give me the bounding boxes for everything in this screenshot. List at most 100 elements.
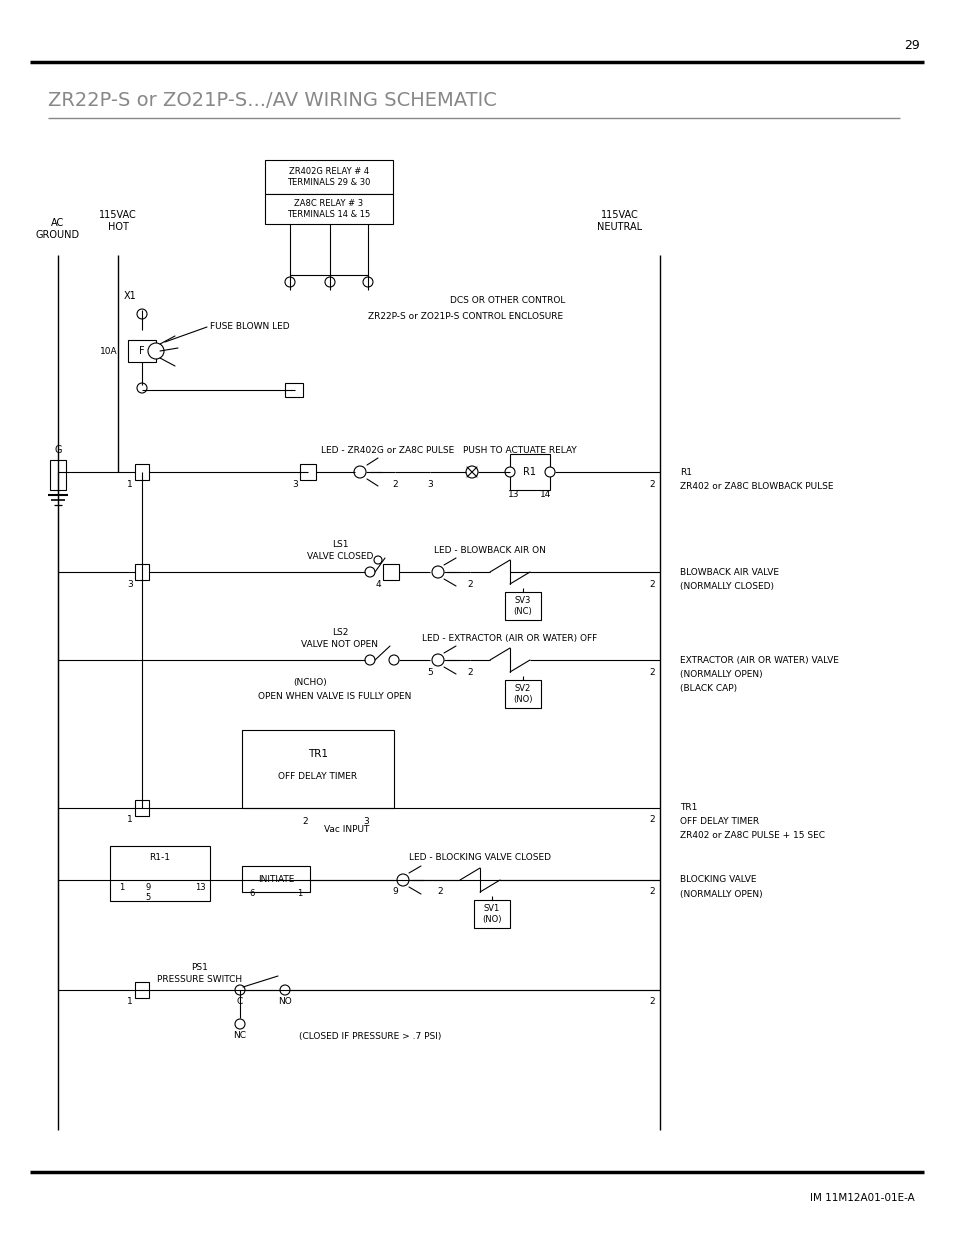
Text: 2: 2 (467, 667, 473, 677)
Text: F: F (139, 346, 145, 356)
Text: 2: 2 (302, 818, 308, 826)
Text: 4: 4 (375, 579, 380, 589)
Text: ZR402 or ZA8C PULSE + 15 SEC: ZR402 or ZA8C PULSE + 15 SEC (679, 831, 824, 841)
Text: 13: 13 (194, 883, 205, 893)
Text: NC: NC (233, 1031, 246, 1041)
Text: IM 11M12A01-01E-A: IM 11M12A01-01E-A (809, 1193, 914, 1203)
Text: BLOCKING VALVE: BLOCKING VALVE (679, 876, 756, 884)
Text: 6: 6 (249, 889, 254, 899)
Circle shape (504, 467, 515, 477)
Text: SV3
(NC): SV3 (NC) (513, 597, 532, 616)
Text: 14: 14 (539, 489, 551, 499)
Text: ZR402G RELAY # 4
TERMINALS 29 & 30: ZR402G RELAY # 4 TERMINALS 29 & 30 (287, 167, 371, 186)
Text: PUSH TO ACTUATE RELAY: PUSH TO ACTUATE RELAY (462, 446, 577, 454)
Text: 3: 3 (363, 818, 369, 826)
Text: ZR22P-S or ZO21P-S.../AV WIRING SCHEMATIC: ZR22P-S or ZO21P-S.../AV WIRING SCHEMATI… (48, 90, 497, 110)
Text: Vac INPUT: Vac INPUT (324, 825, 369, 835)
Circle shape (432, 566, 443, 578)
Text: ZR22P-S or ZO21P-S CONTROL ENCLOSURE: ZR22P-S or ZO21P-S CONTROL ENCLOSURE (368, 311, 562, 321)
Text: LS2: LS2 (332, 627, 348, 636)
Bar (265, 161, 393, 194)
Circle shape (374, 556, 381, 564)
Bar (242, 730, 394, 808)
Text: 5: 5 (427, 667, 433, 677)
Text: 1: 1 (119, 883, 125, 893)
Bar (504, 592, 540, 620)
Text: DCS OR OTHER CONTROL: DCS OR OTHER CONTROL (450, 295, 565, 305)
Text: BLOWBACK AIR VALVE: BLOWBACK AIR VALVE (679, 568, 779, 577)
Text: R1: R1 (679, 468, 691, 477)
Circle shape (285, 277, 294, 287)
Text: R1-1: R1-1 (150, 853, 171, 862)
Text: (NORMALLY OPEN): (NORMALLY OPEN) (679, 889, 761, 899)
Text: LS1: LS1 (332, 540, 348, 548)
Circle shape (280, 986, 290, 995)
Bar (474, 900, 510, 927)
Text: PS1: PS1 (192, 963, 208, 972)
Circle shape (354, 466, 366, 478)
Text: LED - ZR402G or ZA8C PULSE: LED - ZR402G or ZA8C PULSE (321, 446, 455, 454)
Text: SV1
(NO): SV1 (NO) (482, 904, 501, 924)
Text: OPEN WHEN VALVE IS FULLY OPEN: OPEN WHEN VALVE IS FULLY OPEN (258, 692, 412, 700)
Text: 1: 1 (297, 889, 302, 899)
Circle shape (365, 655, 375, 664)
Text: R1: R1 (523, 467, 536, 477)
Bar (265, 194, 393, 224)
Circle shape (325, 277, 335, 287)
Text: LED - BLOWBACK AIR ON: LED - BLOWBACK AIR ON (434, 546, 545, 555)
Text: 1: 1 (127, 815, 132, 825)
Circle shape (137, 309, 147, 319)
Text: OFF DELAY TIMER: OFF DELAY TIMER (679, 818, 759, 826)
Text: X1: X1 (124, 291, 136, 301)
Text: (BLACK CAP): (BLACK CAP) (679, 683, 737, 693)
Circle shape (137, 383, 147, 393)
Circle shape (363, 277, 373, 287)
Text: 3: 3 (292, 479, 297, 489)
Text: EXTRACTOR (AIR OR WATER) VALVE: EXTRACTOR (AIR OR WATER) VALVE (679, 656, 838, 664)
Text: ZR402 or ZA8C BLOWBACK PULSE: ZR402 or ZA8C BLOWBACK PULSE (679, 482, 833, 490)
Bar (135, 982, 149, 998)
Bar (299, 464, 315, 480)
Text: 9: 9 (392, 888, 397, 897)
Circle shape (389, 655, 398, 664)
Text: 29: 29 (903, 40, 919, 52)
Text: 2: 2 (436, 888, 442, 897)
Text: (NORMALLY CLOSED): (NORMALLY CLOSED) (679, 582, 773, 590)
Bar (510, 454, 550, 490)
Text: VALVE CLOSED: VALVE CLOSED (307, 552, 373, 561)
Circle shape (544, 467, 555, 477)
Text: INITIATE: INITIATE (257, 874, 294, 883)
Text: 115VAC
HOT: 115VAC HOT (99, 210, 136, 232)
Text: 2: 2 (648, 888, 654, 897)
Text: 3: 3 (127, 579, 132, 589)
Bar (110, 846, 210, 902)
Text: C: C (236, 998, 243, 1007)
Bar (50, 459, 66, 490)
Text: 2: 2 (648, 815, 654, 825)
Text: 2: 2 (648, 479, 654, 489)
Bar (135, 800, 149, 816)
Bar (382, 564, 398, 580)
Text: 2: 2 (648, 998, 654, 1007)
Text: 5: 5 (145, 893, 151, 903)
Text: 1: 1 (127, 998, 132, 1007)
Text: 1: 1 (127, 479, 132, 489)
Text: (CLOSED IF PRESSURE > .7 PSI): (CLOSED IF PRESSURE > .7 PSI) (298, 1031, 440, 1041)
Circle shape (396, 874, 409, 885)
Text: LED - BLOCKING VALVE CLOSED: LED - BLOCKING VALVE CLOSED (409, 853, 551, 862)
Circle shape (234, 986, 245, 995)
Text: TR1: TR1 (679, 804, 697, 813)
Bar (242, 866, 310, 892)
Text: 115VAC
NEUTRAL: 115VAC NEUTRAL (597, 210, 642, 232)
Text: VALVE NOT OPEN: VALVE NOT OPEN (301, 640, 378, 648)
Text: PRESSURE SWITCH: PRESSURE SWITCH (157, 976, 242, 984)
Bar (135, 564, 149, 580)
Circle shape (234, 1019, 245, 1029)
Text: 2: 2 (648, 667, 654, 677)
Text: 2: 2 (392, 479, 397, 489)
Bar (135, 464, 149, 480)
Bar (285, 383, 303, 396)
Circle shape (465, 466, 477, 478)
Circle shape (365, 567, 375, 577)
Text: 9: 9 (145, 883, 151, 893)
